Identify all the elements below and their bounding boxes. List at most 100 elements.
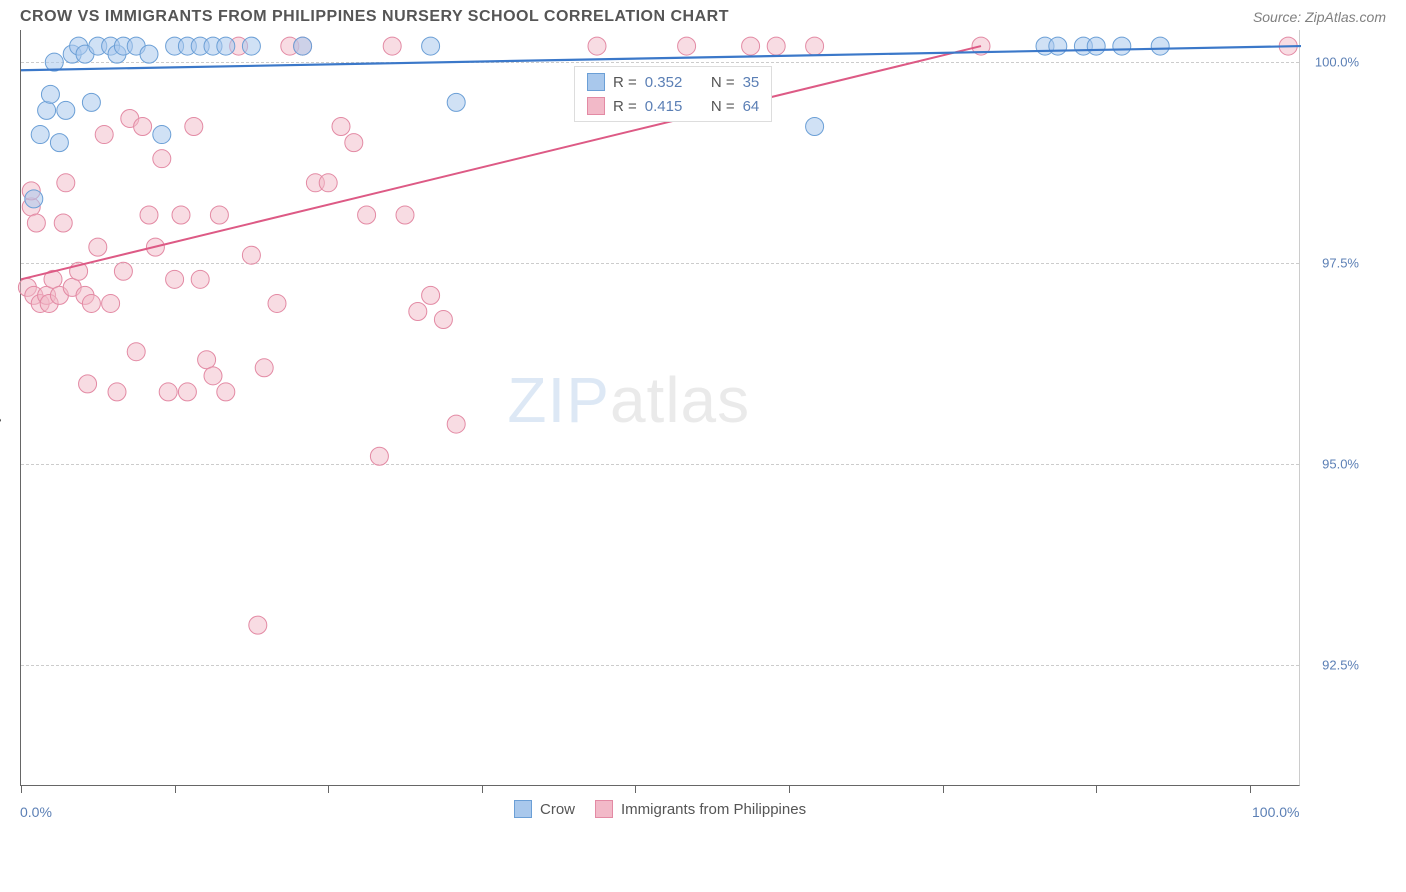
- legend-r-value: 0.415: [645, 98, 683, 115]
- data-point: [38, 101, 56, 119]
- data-point: [588, 37, 606, 55]
- correlation-chart: 92.5%95.0%97.5%100.0%ZIPatlas 0.0% 100.0% N…: [20, 30, 1386, 846]
- data-point: [185, 118, 203, 136]
- data-point: [25, 190, 43, 208]
- data-point: [57, 101, 75, 119]
- x-tick: [943, 785, 944, 793]
- y-tick-label: 95.0%: [1322, 457, 1359, 472]
- legend-n-value: 64: [743, 98, 760, 115]
- data-point: [140, 206, 158, 224]
- legend-row: R = 0.415 N = 64: [587, 97, 759, 115]
- data-point: [102, 294, 120, 312]
- data-point: [268, 294, 286, 312]
- x-tick: [175, 785, 176, 793]
- data-point: [198, 351, 216, 369]
- data-point: [57, 174, 75, 192]
- data-point: [153, 126, 171, 144]
- legend-label: Crow: [540, 801, 575, 818]
- data-point: [806, 118, 824, 136]
- legend-swatch: [514, 800, 532, 818]
- data-point: [242, 37, 260, 55]
- data-point: [422, 37, 440, 55]
- data-point: [108, 383, 126, 401]
- legend-item: Crow: [514, 800, 575, 818]
- data-point: [114, 262, 132, 280]
- data-point: [422, 286, 440, 304]
- data-point: [242, 246, 260, 264]
- data-point: [50, 134, 68, 152]
- legend-r-label: R =: [613, 98, 637, 115]
- data-point: [1113, 37, 1131, 55]
- x-axis-max-label: 100.0%: [1252, 804, 1299, 820]
- data-point: [409, 302, 427, 320]
- legend-item: Immigrants from Philippines: [595, 800, 806, 818]
- legend-n-value: 35: [743, 74, 760, 91]
- y-tick-label: 97.5%: [1322, 256, 1359, 271]
- data-point: [217, 37, 235, 55]
- data-point: [172, 206, 190, 224]
- chart-header: CROW VS IMMIGRANTS FROM PHILIPPINES NURS…: [0, 0, 1406, 30]
- data-point: [79, 375, 97, 393]
- data-point: [255, 359, 273, 377]
- data-point: [434, 311, 452, 329]
- series-legend: Crow Immigrants from Philippines: [514, 800, 806, 818]
- legend-swatch: [595, 800, 613, 818]
- legend-label: Immigrants from Philippines: [621, 801, 806, 818]
- data-point: [358, 206, 376, 224]
- data-point: [31, 126, 49, 144]
- data-point: [319, 174, 337, 192]
- data-point: [767, 37, 785, 55]
- data-point: [345, 134, 363, 152]
- data-point: [370, 447, 388, 465]
- data-point: [1049, 37, 1067, 55]
- legend-n-label: N =: [711, 98, 735, 115]
- data-point: [742, 37, 760, 55]
- x-axis-min-label: 0.0%: [20, 804, 52, 820]
- data-point: [806, 37, 824, 55]
- data-point: [178, 383, 196, 401]
- chart-svg: [21, 30, 1301, 786]
- x-tick: [1096, 785, 1097, 793]
- x-tick: [1250, 785, 1251, 793]
- data-point: [82, 294, 100, 312]
- x-tick: [789, 785, 790, 793]
- stats-legend: R = 0.352 N = 35 R = 0.415 N = 64: [574, 66, 772, 122]
- y-axis-title: Nursery School: [0, 368, 1, 464]
- data-point: [447, 93, 465, 111]
- legend-swatch: [587, 97, 605, 115]
- plot-area: 92.5%95.0%97.5%100.0%ZIPatlas: [20, 30, 1300, 786]
- data-point: [1087, 37, 1105, 55]
- data-point: [134, 118, 152, 136]
- y-tick-label: 100.0%: [1315, 55, 1359, 70]
- data-point: [89, 238, 107, 256]
- data-point: [95, 126, 113, 144]
- data-point: [27, 214, 45, 232]
- legend-n-label: N =: [711, 74, 735, 91]
- data-point: [396, 206, 414, 224]
- data-point: [383, 37, 401, 55]
- data-point: [54, 214, 72, 232]
- data-point: [159, 383, 177, 401]
- data-point: [1151, 37, 1169, 55]
- data-point: [447, 415, 465, 433]
- x-tick: [635, 785, 636, 793]
- chart-source: Source: ZipAtlas.com: [1253, 9, 1386, 25]
- data-point: [82, 93, 100, 111]
- legend-r-value: 0.352: [645, 74, 683, 91]
- legend-swatch: [587, 73, 605, 91]
- data-point: [166, 270, 184, 288]
- data-point: [332, 118, 350, 136]
- x-tick: [21, 785, 22, 793]
- chart-title: CROW VS IMMIGRANTS FROM PHILIPPINES NURS…: [20, 8, 729, 26]
- data-point: [210, 206, 228, 224]
- data-point: [41, 85, 59, 103]
- data-point: [678, 37, 696, 55]
- legend-r-label: R =: [613, 74, 637, 91]
- legend-row: R = 0.352 N = 35: [587, 73, 759, 91]
- data-point: [191, 270, 209, 288]
- x-tick: [328, 785, 329, 793]
- x-tick: [482, 785, 483, 793]
- data-point: [153, 150, 171, 168]
- data-point: [204, 367, 222, 385]
- data-point: [127, 343, 145, 361]
